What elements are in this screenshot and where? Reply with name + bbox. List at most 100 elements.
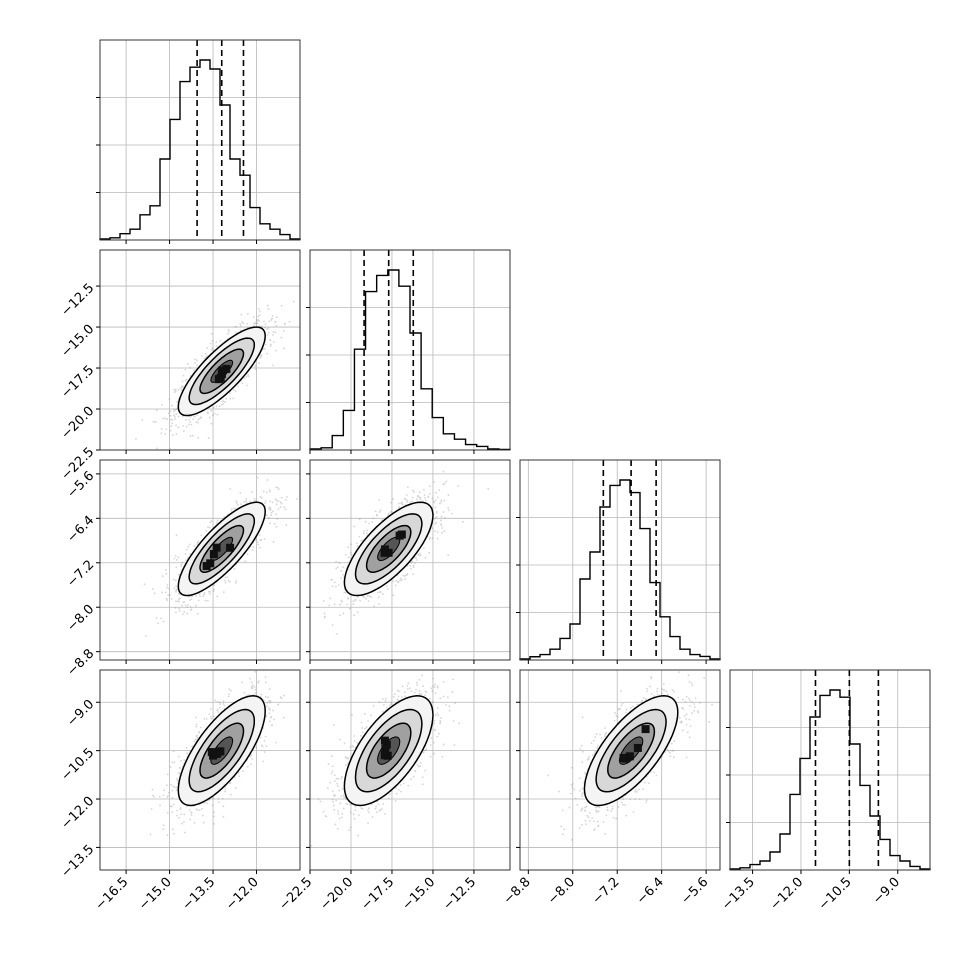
scatter-point — [251, 687, 254, 689]
scatter-point — [461, 521, 464, 523]
scatter-point — [419, 498, 422, 501]
scatter-point — [271, 501, 274, 504]
scatter-point — [196, 543, 199, 545]
scatter-point — [177, 573, 180, 576]
scatter-point — [275, 503, 278, 506]
scatter-point — [360, 539, 363, 542]
scatter-point — [424, 499, 427, 502]
scatter-point — [268, 506, 271, 509]
scatter-point — [263, 751, 266, 753]
scatter-point — [340, 570, 343, 572]
scatter-point — [224, 576, 227, 579]
scatter-point — [412, 564, 415, 567]
scatter-point — [171, 434, 174, 437]
scatter-point — [264, 502, 266, 505]
scatter-point — [187, 545, 190, 548]
scatter-point — [340, 601, 343, 603]
scatter-point — [248, 694, 251, 696]
scatter-point — [262, 760, 265, 763]
scatter-point — [348, 607, 351, 610]
scatter-point — [358, 535, 361, 538]
scatter-point — [213, 823, 215, 825]
scatter-point — [252, 684, 254, 687]
scatter-point — [279, 506, 282, 508]
scatter-point — [423, 488, 425, 491]
scatter-point — [197, 436, 200, 439]
scatter-point — [161, 591, 163, 594]
scatter-point — [286, 495, 288, 498]
histogram-panel — [96, 39, 301, 244]
scatter-point — [359, 599, 361, 602]
scatter-point — [211, 347, 214, 349]
scatter-point — [292, 300, 295, 303]
scatter-point — [182, 613, 184, 616]
scatter-point — [442, 511, 445, 513]
scatter-point — [253, 324, 255, 327]
scatter-point — [363, 596, 366, 599]
scatter-point — [277, 664, 279, 666]
scatter-point — [169, 410, 172, 413]
scatter-point — [162, 794, 165, 797]
scatter-point — [257, 476, 259, 479]
scatter-point — [263, 538, 266, 540]
scatter-point — [378, 499, 380, 501]
scatter-point — [173, 408, 176, 411]
scatter-point — [436, 496, 439, 499]
scatter-point — [373, 605, 375, 608]
histogram-step — [729, 689, 931, 870]
scatter-point — [222, 402, 225, 405]
scatter-point — [198, 417, 201, 420]
scatter-point — [213, 412, 216, 415]
panel-contents — [100, 664, 300, 870]
scatter-point — [191, 595, 194, 597]
scatter-point — [228, 693, 230, 696]
scatter-point — [440, 515, 443, 518]
scatter-point — [176, 401, 179, 403]
scatter-point — [177, 426, 180, 429]
scatter-point — [240, 503, 242, 506]
scatter-point — [296, 497, 299, 500]
scatter-point — [256, 322, 259, 325]
scatter-point — [429, 536, 431, 539]
scatter-point — [195, 604, 197, 607]
scatter-point — [379, 509, 382, 512]
scatter-point — [172, 578, 175, 581]
scatter-point — [175, 591, 177, 593]
scatter-point — [260, 354, 263, 357]
scatter-point — [181, 380, 184, 383]
scatter-point — [196, 541, 199, 544]
scatter-point — [221, 797, 224, 800]
scatter-point — [193, 369, 195, 372]
scatter-point — [272, 331, 275, 333]
scatter-point — [342, 612, 345, 615]
scatter-point — [179, 387, 182, 390]
scatter-point — [271, 315, 274, 317]
scatter-point — [448, 509, 450, 512]
scatter-point — [176, 600, 179, 603]
scatter-point — [272, 364, 274, 367]
y-tick-label: −20.0 — [59, 404, 98, 443]
scatter-point — [440, 519, 442, 522]
panel-contents — [100, 460, 300, 660]
scatter-point — [234, 581, 237, 584]
scatter-point — [268, 522, 271, 525]
scatter-point — [189, 605, 192, 608]
scatter-point — [443, 530, 446, 533]
scatter-point — [274, 320, 277, 323]
scatter-point — [171, 418, 174, 421]
scatter-point — [166, 418, 169, 421]
scatter-point — [435, 491, 437, 494]
scatter-point — [241, 321, 244, 324]
scatter-point — [164, 569, 167, 571]
scatter-point — [251, 549, 254, 551]
scatter-point — [189, 367, 192, 369]
scatter-point — [424, 556, 427, 559]
scatter-point — [175, 424, 178, 427]
scatter-point — [356, 545, 359, 547]
scatter-point — [135, 438, 137, 440]
scatter-point — [352, 603, 355, 606]
density-block — [209, 550, 218, 559]
scatter-point — [272, 341, 275, 343]
scatter-point — [244, 500, 247, 502]
scatter-point — [285, 499, 287, 501]
